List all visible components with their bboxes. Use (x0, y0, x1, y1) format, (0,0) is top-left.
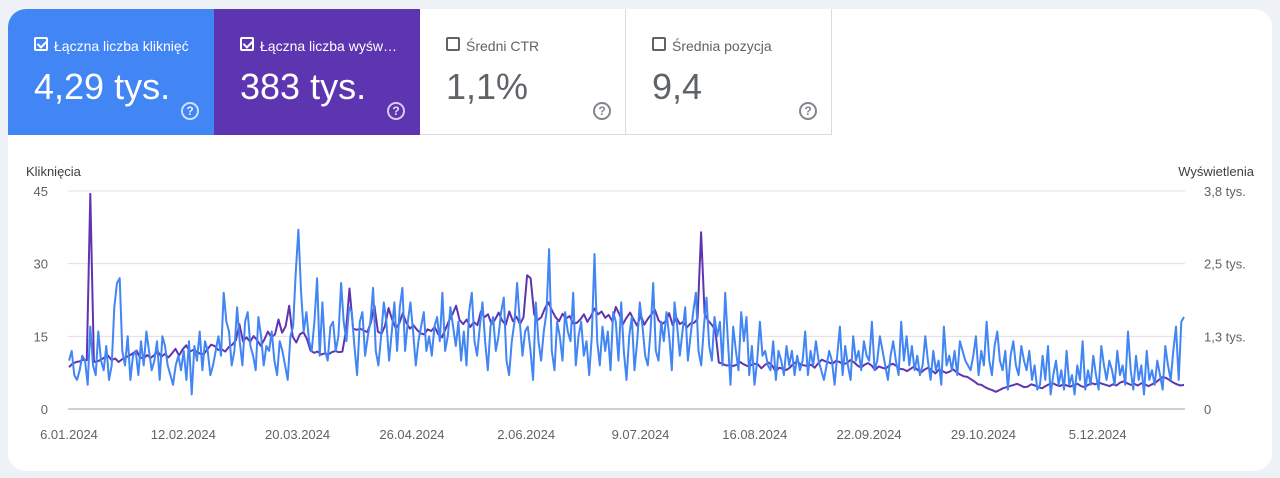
metric-tab-clicks[interactable]: Łączna liczba kliknięć 4,29 tys. ? (8, 9, 214, 135)
metric-value: 4,29 tys. (34, 66, 171, 107)
help-icon[interactable]: ? (181, 102, 199, 120)
performance-chart: Kliknięcia Wyświetlenia 0 0 15 1,3 tys. 30 2,… (26, 164, 1255, 442)
left-tick-label: 30 (34, 257, 48, 272)
x-tick-label: 26.04.2024 (379, 427, 444, 442)
metric-tab-impressions[interactable]: Łączna liczba wyświetleń 383 tys. ? (214, 9, 420, 135)
metric-value: 9,4 (652, 66, 703, 107)
performance-card: Łączna liczba kliknięć 4,29 tys. ? Łączn… (8, 9, 1272, 471)
metric-tab-ctr[interactable]: Średni CTR 1,1% ? (420, 9, 626, 135)
help-icon[interactable]: ? (387, 102, 405, 120)
x-tick-label: 12.02.2024 (151, 427, 216, 442)
x-tick-label: 6.01.2024 (40, 427, 98, 442)
x-tick-label: 22.09.2024 (837, 427, 902, 442)
x-tick-label: 9.07.2024 (612, 427, 670, 442)
clicks-series-line (68, 228, 1185, 396)
metric-tab-position[interactable]: Średnia pozycja 9,4 ? (626, 9, 832, 135)
x-tick-label: 29.10.2024 (951, 427, 1016, 442)
checkbox-unchecked-icon[interactable] (446, 37, 460, 51)
left-tick-label: 45 (34, 184, 48, 199)
checkbox-checked-icon[interactable] (34, 37, 48, 51)
metric-tabs: Łączna liczba kliknięć 4,29 tys. ? Łączn… (8, 9, 832, 135)
left-tick-label: 0 (41, 402, 48, 417)
right-axis-title: Wyświetlenia (1178, 164, 1255, 179)
help-icon[interactable]: ? (593, 102, 611, 120)
checkbox-unchecked-icon[interactable] (652, 37, 666, 51)
checkbox-checked-icon[interactable] (240, 37, 254, 51)
right-tick-label: 2,5 tys. (1204, 257, 1246, 272)
x-tick-label: 16.08.2024 (722, 427, 787, 442)
metric-value: 1,1% (446, 66, 529, 107)
left-axis-title: Kliknięcia (26, 164, 82, 179)
help-icon[interactable]: ? (799, 102, 817, 120)
right-tick-label: 1,3 tys. (1204, 329, 1246, 344)
x-tick-label: 5.12.2024 (1069, 427, 1127, 442)
x-tick-label: 20.03.2024 (265, 427, 330, 442)
right-tick-label: 3,8 tys. (1204, 184, 1246, 199)
x-tick-label: 2.06.2024 (497, 427, 555, 442)
left-tick-label: 15 (34, 329, 48, 344)
impressions-series-line (68, 192, 1185, 393)
right-tick-label: 0 (1204, 402, 1211, 417)
metric-value: 383 tys. (240, 66, 367, 107)
